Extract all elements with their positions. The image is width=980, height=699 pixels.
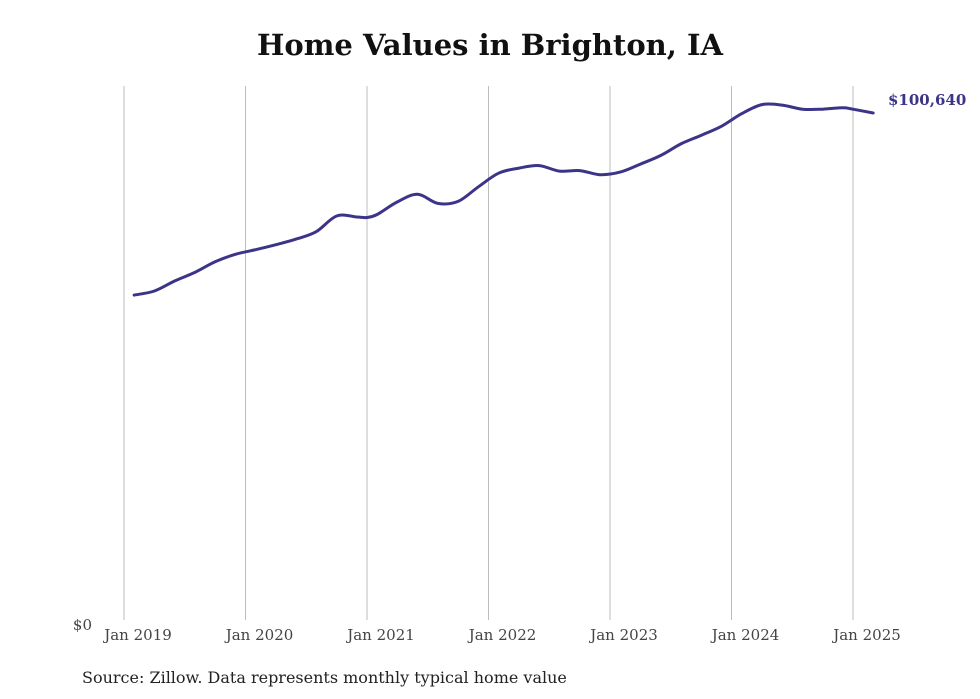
- end-value-label: $100,640: [888, 91, 966, 109]
- x-tick-label: Jan 2021: [345, 626, 415, 644]
- chart-title: Home Values in Brighton, IA: [256, 28, 724, 62]
- x-tick-label: Jan 2022: [467, 626, 537, 644]
- series-line: [132, 102, 875, 297]
- x-tick-label: Jan 2023: [588, 626, 658, 644]
- source-note: Source: Zillow. Data represents monthly …: [82, 668, 567, 687]
- y-axis-zero-label: $0: [73, 616, 92, 634]
- x-axis-ticks: Jan 2019 Jan 2020 Jan 2021 Jan 2022 Jan 2023…: [102, 626, 901, 644]
- x-tick-label: Jan 2025: [831, 626, 901, 644]
- x-tick-label: Jan 2024: [710, 626, 780, 644]
- x-tick-label: Jan 2019: [102, 626, 172, 644]
- grid-lines: [123, 86, 854, 620]
- x-tick-label: Jan 2020: [224, 626, 294, 644]
